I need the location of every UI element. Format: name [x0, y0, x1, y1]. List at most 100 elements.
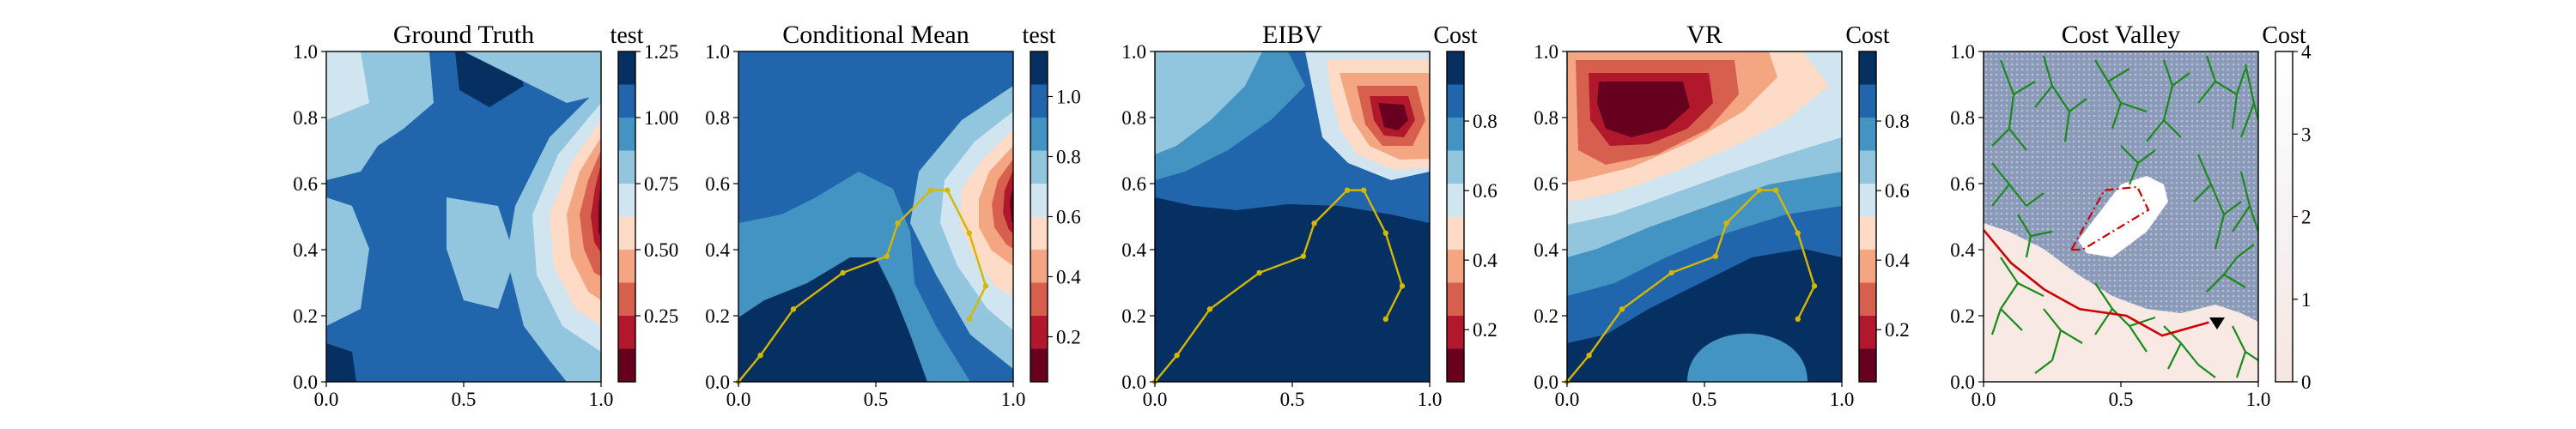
colorbar-segment	[1030, 118, 1048, 151]
field-ground-truth	[326, 51, 601, 382]
colorbar-segment	[1859, 216, 1876, 250]
colorbar-tick-label: 1.00	[644, 107, 678, 129]
colorbar-tick-label: 0.2	[1056, 327, 1081, 348]
sampling-path-point	[966, 316, 973, 323]
colorbar-tick-label: 0.8	[1885, 111, 1910, 132]
colorbar-tick-label: 2	[2301, 207, 2312, 228]
colorbar-segment	[1447, 150, 1464, 184]
colorbar-tick-label: 0.4	[1056, 267, 1081, 288]
x-tick-label: 0.5	[452, 389, 477, 410]
colorbar-segment	[1447, 118, 1464, 151]
colorbar-tick-label: 0.2	[1473, 319, 1498, 341]
sampling-path-point	[1174, 353, 1180, 359]
y-tick-label: 0.6	[705, 173, 730, 195]
path-conditional-mean	[735, 187, 989, 385]
field-conditional-mean	[738, 51, 1013, 382]
colorbar-segment	[618, 216, 635, 250]
colorbar-segment	[618, 84, 635, 118]
x-tick-label: 0.0	[1143, 389, 1168, 410]
colorbar-conditional-mean: test	[1023, 22, 1056, 383]
sampling-path-point	[1206, 306, 1213, 312]
colorbar-segment	[618, 184, 635, 217]
colorbar-segment	[618, 118, 635, 151]
colorbar-segment	[1859, 150, 1876, 184]
sampling-path-point	[966, 230, 973, 236]
planned-route-line	[1984, 229, 2209, 337]
panel-title: VR	[1686, 21, 1722, 49]
sampling-path-point	[982, 283, 989, 289]
sampling-path-point	[840, 269, 846, 276]
panel-cost-valley: Cost Valley Cost	[1983, 21, 2306, 383]
y-tick-label: 1.0	[293, 41, 318, 63]
sampling-path-point	[884, 253, 890, 259]
polygon-cost-valley	[2069, 185, 2150, 251]
y-tick-label: 0.4	[1534, 239, 1558, 261]
colorbar-vr: Cost	[1845, 22, 1890, 383]
colorbar-segment	[618, 250, 635, 283]
sampling-path-point	[790, 306, 797, 312]
sampling-path-point	[1811, 283, 1818, 289]
colorbar-segment	[618, 282, 635, 316]
colorbar-tick-label: 0.2	[1885, 319, 1910, 341]
colorbar-segment	[1030, 84, 1048, 118]
sampling-path-point	[1586, 353, 1592, 359]
panel-title: EIBV	[1262, 21, 1322, 49]
colorbar-segment	[1447, 51, 1464, 85]
colorbar-segment	[618, 51, 635, 85]
colorbar-tick-label: 0.6	[1885, 180, 1910, 202]
y-tick-label: 1.0	[1534, 41, 1558, 63]
y-tick-label: 0.8	[705, 107, 730, 129]
colorbar-segment	[1030, 316, 1048, 349]
sampling-path-point	[895, 221, 901, 227]
panel-title: Ground Truth	[393, 21, 534, 49]
colorbar-segment	[1030, 250, 1048, 283]
sampling-path-point	[757, 353, 763, 359]
tree-branches	[1990, 55, 2258, 378]
colorbar-segment	[1030, 348, 1048, 382]
colorbar-segment	[1030, 184, 1048, 217]
sampling-path-point	[1723, 221, 1729, 227]
colorbar-segment	[1447, 216, 1464, 250]
colorbar-tick-label: 0.6	[1473, 180, 1498, 202]
colorbar-segment	[618, 316, 635, 349]
field-cost-valley	[1984, 51, 2258, 382]
field-eibv	[1155, 51, 1430, 382]
sampling-path-point	[945, 187, 951, 193]
colorbar-segment	[1447, 316, 1464, 349]
y-tick-label: 1.0	[1950, 41, 1975, 63]
path-eibv	[1151, 187, 1406, 385]
colorbar-segment	[1447, 348, 1464, 382]
colorbar-tick-label: 0.4	[1885, 250, 1910, 271]
colorbar-segment	[1859, 51, 1876, 85]
sampling-path-point	[927, 187, 934, 193]
colorbar-segment	[1447, 282, 1464, 316]
colorbar-cost-valley: Cost	[2262, 22, 2306, 383]
colorbar-tick-label: 1.0	[1056, 87, 1081, 108]
y-tick-label: 0.6	[1121, 173, 1146, 195]
colorbar-tick-label: 4	[2301, 41, 2312, 63]
colorbar-segment	[1030, 51, 1048, 85]
y-tick-label: 0.8	[1534, 107, 1558, 129]
sampling-path-point	[1256, 269, 1262, 276]
panel-ground-truth: Ground Truth test	[325, 21, 644, 383]
x-tick-label: 1.0	[589, 389, 614, 410]
panel-title: Conditional Mean	[782, 21, 969, 49]
colorbar-tick-label: 1	[2301, 289, 2312, 311]
y-tick-label: 0.4	[293, 239, 318, 261]
colorbar-title: Cost	[2262, 22, 2306, 49]
colorbar-segment	[618, 348, 635, 382]
y-tick-label: 0.0	[1950, 372, 1975, 393]
x-tick-label: 1.0	[1830, 389, 1855, 410]
sampling-path-point	[1795, 230, 1801, 236]
x-tick-label: 0.0	[726, 389, 751, 410]
colorbar-segment	[1859, 250, 1876, 283]
y-tick-label: 0.8	[1121, 107, 1146, 129]
x-tick-label: 0.5	[2109, 389, 2134, 410]
colorbar-tick-label: 0	[2301, 372, 2312, 393]
y-tick-label: 0.2	[1950, 305, 1975, 327]
colorbar-segment	[1447, 184, 1464, 217]
colorbar-segment	[1859, 316, 1876, 349]
colorbar-tick-label: 0.4	[1473, 250, 1498, 271]
x-tick-label: 0.5	[1692, 389, 1717, 410]
y-tick-label: 0.2	[705, 305, 730, 327]
